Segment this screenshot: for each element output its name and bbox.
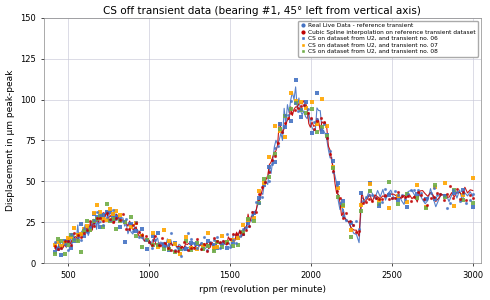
- Y-axis label: Displacement in µm peak-peak: Displacement in µm peak-peak: [5, 70, 15, 211]
- X-axis label: rpm (revolution per minute): rpm (revolution per minute): [199, 285, 326, 294]
- Legend: Real Live Data - reference transient, Cubic Spline interpolation on reference tr: Real Live Data - reference transient, Cu…: [298, 21, 478, 57]
- Title: CS off transient data (bearing #1, 45° left from vertical axis): CS off transient data (bearing #1, 45° l…: [103, 6, 421, 16]
